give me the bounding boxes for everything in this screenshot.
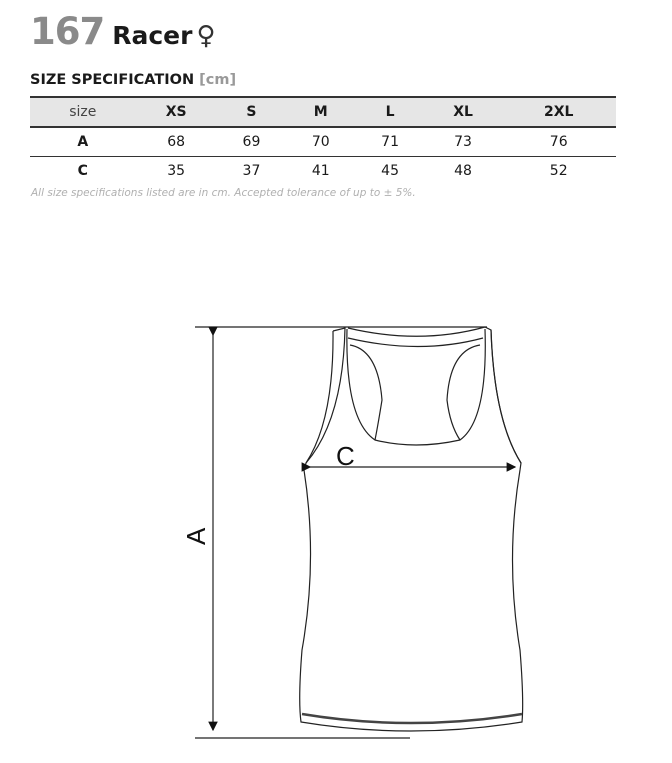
table-header: size XS S M L XL 2XL (30, 96, 616, 128)
header-cell: L (355, 96, 425, 128)
header-cell: S (216, 96, 287, 128)
product-name: Racer (112, 21, 193, 50)
header-cell: 2XL (501, 96, 616, 128)
product-number: 167 (30, 10, 105, 53)
length-label: A (181, 527, 211, 545)
table-row: A 68 69 70 71 73 76 (30, 127, 616, 157)
header-cell: XS (135, 96, 217, 128)
header-cell: M (286, 96, 356, 128)
chest-label: C (336, 441, 355, 471)
row-label: C (77, 163, 88, 179)
cell: 70 (286, 127, 356, 157)
cell: 45 (381, 163, 399, 179)
size-table: size XS S M L XL 2XL A 68 69 70 71 73 76… (30, 96, 616, 185)
cell: 68 (135, 127, 217, 157)
cell: 71 (355, 127, 425, 157)
cell: 76 (501, 127, 616, 157)
cell: 37 (242, 163, 261, 179)
spec-unit: [cm] (199, 72, 237, 88)
section-heading: SIZE SPECIFICATION [cm] (30, 72, 236, 88)
cell: 35 (167, 163, 186, 179)
table-row: C 35 37 41 45 48 52 (30, 157, 616, 186)
spec-title: SIZE SPECIFICATION (30, 72, 195, 88)
row-label: A (30, 127, 136, 157)
female-icon: ♀ (196, 21, 216, 51)
cell: 52 (549, 163, 568, 179)
header-cell: XL (424, 96, 502, 128)
header-cell: size (30, 96, 136, 128)
cell: 69 (216, 127, 287, 157)
cell: 73 (424, 127, 502, 157)
product-title: 167 Racer ♀ (30, 10, 216, 53)
cell: 41 (311, 163, 330, 179)
cell: 48 (454, 163, 472, 179)
tolerance-note: All size specifications listed are in cm… (31, 187, 416, 199)
garment-outline (299, 326, 524, 732)
